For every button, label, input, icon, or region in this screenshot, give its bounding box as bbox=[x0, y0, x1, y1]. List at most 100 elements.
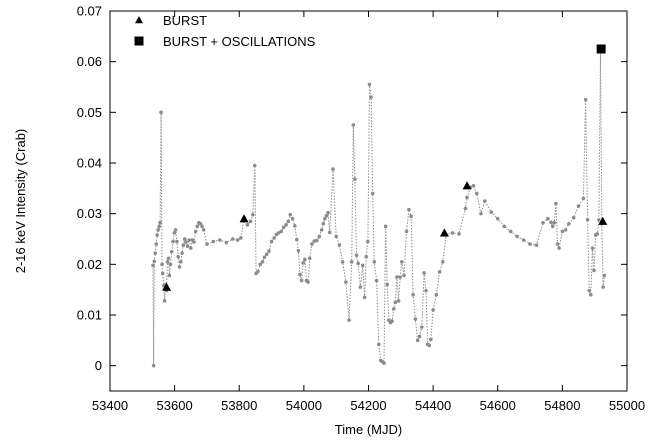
lightcurve-point bbox=[205, 242, 209, 246]
lightcurve-point bbox=[188, 246, 193, 250]
lightcurve-point bbox=[434, 292, 439, 297]
lightcurve-point bbox=[323, 216, 327, 221]
y-tick-label: 0.04 bbox=[77, 156, 102, 171]
lightcurve-point bbox=[235, 238, 240, 242]
lightcurve-point bbox=[555, 242, 560, 246]
lightcurve-point bbox=[319, 228, 324, 232]
lightcurve-point bbox=[178, 260, 183, 264]
lightcurve-point bbox=[560, 229, 565, 234]
lightcurve-point bbox=[411, 292, 415, 297]
lightcurve-point bbox=[301, 261, 306, 265]
lightcurve-point bbox=[465, 195, 469, 200]
lightcurve-point bbox=[422, 271, 426, 275]
lightcurve-point bbox=[351, 123, 356, 127]
lightcurve-point bbox=[279, 229, 284, 234]
lightcurve-point bbox=[171, 239, 175, 244]
y-tick-label: 0.01 bbox=[77, 308, 102, 323]
lightcurve-point bbox=[185, 244, 190, 248]
plot-frame bbox=[109, 10, 628, 392]
lightcurve-point bbox=[159, 110, 163, 115]
lightcurve-point bbox=[413, 317, 418, 321]
lightcurve-point bbox=[175, 239, 179, 244]
y-tick-label: 0.07 bbox=[77, 4, 102, 19]
lightcurve-point bbox=[303, 257, 307, 262]
lightcurve-point bbox=[370, 191, 375, 196]
legend: BURST BURST + OSCILLATIONS bbox=[134, 13, 316, 49]
lightcurve-point bbox=[483, 199, 487, 203]
data-series bbox=[151, 44, 608, 368]
lightcurve-point bbox=[272, 236, 276, 240]
lightcurve-point bbox=[158, 220, 162, 225]
lightcurve-point bbox=[367, 82, 372, 87]
lightcurve-point bbox=[344, 280, 348, 284]
lightcurve-point bbox=[331, 167, 335, 171]
lightcurve-point bbox=[431, 308, 435, 312]
lightcurve-point bbox=[168, 262, 173, 267]
lightcurve-point bbox=[288, 212, 293, 217]
lightcurve-point bbox=[176, 254, 180, 259]
lightcurve-point bbox=[293, 224, 297, 228]
lightcurve-point bbox=[267, 249, 271, 253]
lightcurve-point bbox=[211, 239, 216, 244]
lightcurve-point bbox=[398, 275, 402, 279]
lightcurve-point bbox=[589, 292, 593, 297]
lightcurve-point bbox=[340, 260, 345, 264]
lightcurve-point bbox=[180, 251, 184, 255]
lightcurve-point bbox=[218, 238, 222, 242]
legend-burst-oscillations-marker bbox=[134, 36, 144, 46]
lightcurve-point bbox=[554, 201, 558, 206]
y-tick-label: 0 bbox=[95, 358, 102, 373]
lightcurve-point bbox=[372, 260, 377, 264]
lightcurve-point bbox=[508, 229, 513, 234]
lightcurve-point bbox=[415, 338, 420, 343]
lightcurve-point bbox=[420, 325, 424, 329]
lightcurve-point bbox=[407, 207, 411, 212]
y-tick-label: 0.03 bbox=[77, 206, 102, 221]
lightcurve-point bbox=[192, 240, 196, 244]
lightcurve-point bbox=[160, 262, 164, 267]
lightcurve-point bbox=[173, 228, 178, 232]
lightcurve-point bbox=[471, 184, 476, 188]
burst-marker bbox=[598, 216, 608, 225]
y-tick-label: 0.06 bbox=[77, 54, 102, 69]
lightcurve-point bbox=[264, 252, 269, 256]
lightcurve-point bbox=[315, 238, 319, 243]
lightcurve-point bbox=[402, 273, 406, 278]
lightcurve-point bbox=[156, 228, 160, 232]
lightcurve-point bbox=[396, 299, 401, 303]
lightcurve-point bbox=[154, 242, 159, 246]
lightcurve-point bbox=[390, 319, 394, 323]
x-tick-label: 53400 bbox=[92, 398, 128, 413]
lightcurve-point bbox=[457, 232, 461, 236]
burst-marker bbox=[239, 214, 249, 223]
lightcurve-point bbox=[377, 342, 381, 347]
lightcurve-point bbox=[424, 288, 428, 293]
lightcurve-point bbox=[310, 242, 314, 246]
lightcurve-point bbox=[550, 224, 555, 229]
lightcurve-point bbox=[321, 222, 326, 226]
lightcurve-point bbox=[172, 231, 177, 235]
lightcurve-point bbox=[230, 237, 235, 241]
lightcurve-point bbox=[366, 239, 370, 244]
lightcurve-point bbox=[364, 254, 369, 259]
x-tick-label: 53800 bbox=[221, 398, 257, 413]
x-tick-label: 54200 bbox=[350, 398, 386, 413]
lightcurve-point bbox=[317, 234, 322, 239]
lightcurve-point bbox=[181, 243, 186, 247]
lightcurve-point bbox=[258, 262, 263, 267]
lightcurve-point bbox=[245, 223, 250, 227]
lightcurve-point bbox=[557, 246, 561, 250]
lightcurve-point bbox=[489, 210, 494, 214]
lightcurve-point bbox=[151, 363, 156, 368]
burst-oscillations-marker bbox=[596, 44, 606, 54]
lightcurve-point bbox=[597, 217, 601, 222]
lightcurve-point bbox=[251, 212, 255, 217]
lightcurve-point bbox=[262, 255, 267, 260]
lightcurve-point bbox=[296, 248, 301, 253]
lightcurve-point bbox=[358, 285, 363, 289]
lightcurve-point bbox=[521, 238, 526, 242]
lightcurve-point bbox=[307, 256, 312, 261]
lightcurve-point bbox=[450, 231, 455, 235]
lightcurve-point bbox=[587, 288, 591, 293]
